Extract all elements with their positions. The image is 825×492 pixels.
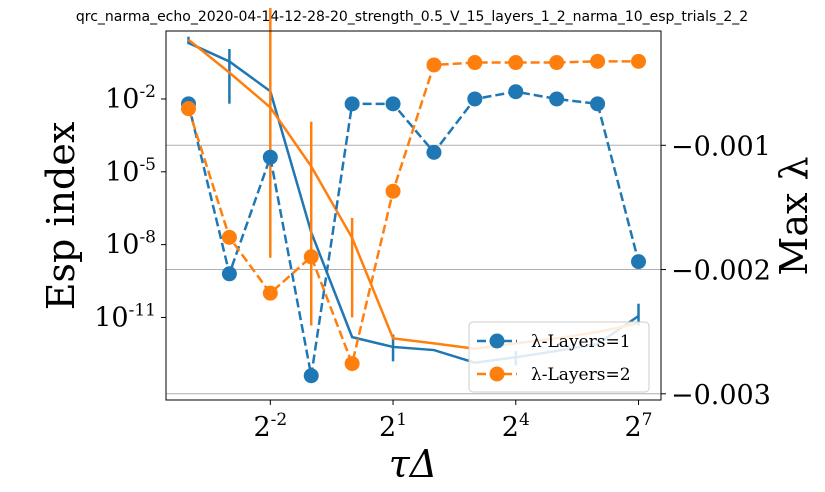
right-axis-ticks: −0.001 −0.002 −0.003 — [661, 131, 771, 411]
legend-marker — [489, 366, 505, 382]
left-tick-label: 10-5 — [105, 155, 156, 188]
esp-point — [549, 55, 565, 71]
left-tick-label: 10-2 — [105, 82, 156, 115]
x-tick-label: 24 — [502, 410, 530, 443]
x-tick-label: 21 — [379, 410, 407, 443]
esp-point — [181, 101, 196, 117]
x-axis-ticks: 2-2 21 24 27 — [253, 400, 653, 443]
esp-point — [221, 229, 237, 245]
legend-label: λ-Layers=1 — [531, 332, 631, 352]
right-tick-label: −0.003 — [671, 380, 771, 411]
legend-label: λ-Layers=2 — [531, 365, 631, 385]
legend: λ-Layers=1 λ-Layers=2 — [468, 321, 650, 393]
esp-point — [467, 91, 483, 107]
esp-point — [426, 57, 442, 73]
legend-marker — [489, 333, 505, 349]
right-tick-label: −0.001 — [671, 131, 771, 162]
max-lambda-series-2 — [187, 8, 639, 350]
left-axis-label: Esp index — [39, 122, 83, 311]
esp-point — [385, 96, 401, 112]
esp-point — [508, 84, 524, 100]
legend-entry: λ-Layers=2 — [477, 365, 631, 385]
esp-point — [344, 96, 360, 112]
plot-series — [181, 8, 646, 384]
esp-point — [631, 254, 646, 270]
esp-point — [303, 249, 319, 265]
max-lambda-line — [187, 38, 639, 350]
esp-point — [590, 53, 606, 69]
esp-point — [631, 53, 646, 69]
right-tick-label: −0.002 — [671, 256, 771, 287]
esp-point — [221, 266, 237, 282]
left-tick-label: 10-8 — [105, 228, 156, 261]
esp-point — [590, 96, 606, 112]
esp-line — [187, 60, 639, 368]
esp-point — [385, 183, 401, 199]
right-axis-label: Max λ — [772, 156, 816, 275]
esp-point — [549, 91, 565, 107]
esp-point — [262, 149, 278, 165]
legend-box — [468, 321, 650, 393]
legend-entry: λ-Layers=1 — [477, 332, 631, 352]
esp-point — [303, 368, 319, 384]
esp-point — [426, 144, 442, 160]
esp-series-2 — [181, 53, 646, 372]
left-axis-ticks: 10-2 10-5 10-8 10-11 — [94, 82, 166, 333]
x-tick-label: 27 — [624, 410, 652, 443]
max-lambda-line — [187, 41, 640, 365]
esp-point — [467, 55, 483, 71]
x-axis-label: τΔ — [389, 442, 437, 486]
esp-point — [508, 55, 524, 71]
right-axis-grid — [166, 144, 661, 395]
x-tick-label: 2-2 — [253, 410, 287, 443]
esp-point — [262, 285, 278, 301]
chart-title: qrc_narma_echo_2020-04-14-12-28-20_stren… — [76, 9, 748, 25]
plot-frame — [165, 30, 662, 401]
esp-point — [344, 356, 360, 372]
left-tick-label: 10-11 — [94, 300, 156, 333]
